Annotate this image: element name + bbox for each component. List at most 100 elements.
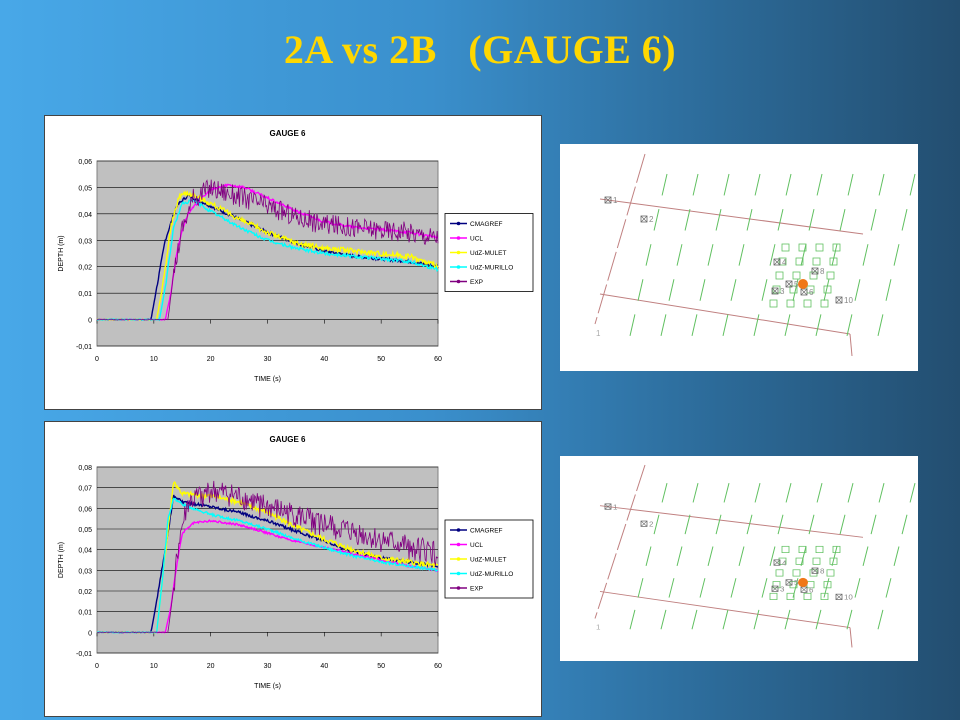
building xyxy=(832,243,841,252)
building xyxy=(786,592,795,600)
building xyxy=(781,243,790,252)
x-tick-label: 0 xyxy=(95,663,99,670)
gauge-label-1: 1 xyxy=(613,503,617,512)
building xyxy=(809,271,818,280)
building xyxy=(789,581,798,589)
gauge-marker-8: 8 xyxy=(811,267,825,276)
grid-line-dashed xyxy=(812,482,854,642)
corner-label: 1 xyxy=(596,623,600,632)
building xyxy=(772,581,781,589)
grid-line-dashed xyxy=(719,482,761,642)
building xyxy=(823,285,832,294)
gauge-label-2: 2 xyxy=(649,215,654,224)
y-tick-label: 0 xyxy=(88,630,92,637)
y-tick-label: 0,01 xyxy=(78,610,92,617)
gauge6-chart-2a: -0,01 0 0,01 0,02 0,03 0,04 0,05 0,06 0 10 20 30 40 5… xyxy=(44,115,542,410)
gauge-label-5: 5 xyxy=(794,579,798,588)
gauge-label-10: 10 xyxy=(844,593,853,602)
y-tick-label: 0,03 xyxy=(78,238,92,245)
y-tick-label: 0,07 xyxy=(78,486,92,493)
highlighted-gauge-dot xyxy=(798,577,808,587)
building xyxy=(832,545,841,553)
building xyxy=(823,581,832,589)
gauge-marker-4: 4 xyxy=(773,559,787,568)
gauge-label-8: 8 xyxy=(820,567,824,576)
grid-line-dashed xyxy=(657,173,699,350)
legend-marker-ucl xyxy=(456,236,461,240)
gauge-marker-3: 3 xyxy=(771,585,784,593)
legend-marker-udz-murillo xyxy=(456,265,461,269)
channel-wall xyxy=(599,591,851,629)
legend-marker-udz-mulet xyxy=(456,250,461,255)
building xyxy=(812,557,821,565)
grid-line-dashed xyxy=(750,482,792,642)
building xyxy=(820,299,829,308)
building xyxy=(795,257,804,266)
gauge-marker-1: 1 xyxy=(604,196,618,205)
legend-label-cmagref: CMAGREF xyxy=(470,528,503,535)
gauge-marker-5: 5 xyxy=(785,579,798,588)
gauge-label-3: 3 xyxy=(780,287,785,296)
gauge-label-4: 4 xyxy=(782,559,787,568)
legend-label-udz-mulet: UdZ-MULET xyxy=(470,250,507,257)
building xyxy=(778,557,787,565)
legend-label-udz-mulet: UdZ-MULET xyxy=(470,557,507,564)
series-line-exp xyxy=(96,480,439,634)
building xyxy=(798,545,807,553)
gauge-location-map-2b: 1 2 3 4 5 6 8 10 1 xyxy=(560,456,918,661)
x-tick-label: 10 xyxy=(150,663,158,670)
y-tick-label: 0 xyxy=(88,318,92,325)
building xyxy=(829,257,838,266)
grid-line-dashed xyxy=(781,482,823,642)
x-axis-label: TIME (s) xyxy=(254,683,281,690)
y-tick-label: 0,03 xyxy=(78,568,92,575)
x-tick-label: 50 xyxy=(377,663,385,670)
gauge-location-map-2b-svg: 1 2 3 4 5 6 8 10 1 xyxy=(594,464,916,648)
gauge-marker-10: 10 xyxy=(835,593,853,602)
x-tick-label: 40 xyxy=(320,356,328,363)
grid-line-dashed xyxy=(626,482,668,642)
x-tick-label: 20 xyxy=(207,356,215,363)
highlighted-gauge-dot xyxy=(798,279,808,289)
gauge-label-6: 6 xyxy=(809,288,814,297)
building xyxy=(769,299,778,308)
y-axis-label: DEPTH (m) xyxy=(58,235,65,271)
gauge-location-map-2a-svg: 1 2 3 4 5 6 8 10 1 xyxy=(594,153,916,357)
x-tick-label: 10 xyxy=(150,356,158,363)
grid-line-dashed xyxy=(719,173,761,350)
channel-wall xyxy=(599,505,864,538)
series-line-cmagref xyxy=(96,194,439,321)
y-tick-label: 0,04 xyxy=(78,212,92,219)
gauge-label-1: 1 xyxy=(613,196,618,205)
y-tick-label: 0,01 xyxy=(78,291,92,298)
gauge-marker-4: 4 xyxy=(773,258,787,267)
legend-marker-cmagref xyxy=(456,221,461,226)
building xyxy=(792,569,801,577)
x-tick-label: 20 xyxy=(207,663,215,670)
building xyxy=(798,243,807,252)
grid-line-dashed xyxy=(874,173,916,350)
grid-line-dashed xyxy=(657,482,699,642)
legend-label-udz-murillo: UdZ-MURILLO xyxy=(470,571,513,578)
building xyxy=(815,243,824,252)
building xyxy=(815,545,824,553)
gauge-marker-3: 3 xyxy=(771,287,785,296)
y-tick-label: 0,05 xyxy=(78,185,92,192)
chart-title: GAUGE 6 xyxy=(269,435,306,444)
legend-label-cmagref: CMAGREF xyxy=(470,221,503,228)
y-tick-label: 0,02 xyxy=(78,589,92,596)
building xyxy=(792,271,801,280)
gauge-label-6: 6 xyxy=(809,586,813,595)
x-tick-label: 40 xyxy=(320,663,328,670)
map-layer: 1 2 3 4 5 6 8 10 1 xyxy=(594,464,916,648)
legend-label-ucl: UCL xyxy=(470,236,483,243)
grid-line-dashed xyxy=(688,482,730,642)
plot-area xyxy=(96,160,439,347)
channel-wall xyxy=(599,198,864,235)
grid-line-dashed xyxy=(812,173,854,350)
x-tick-label: 60 xyxy=(434,663,442,670)
building xyxy=(820,592,829,600)
map-layer: 1 2 3 4 5 6 8 10 1 xyxy=(594,153,916,357)
y-tick-label: -0,01 xyxy=(76,344,92,351)
legend-marker-ucl xyxy=(456,542,461,547)
